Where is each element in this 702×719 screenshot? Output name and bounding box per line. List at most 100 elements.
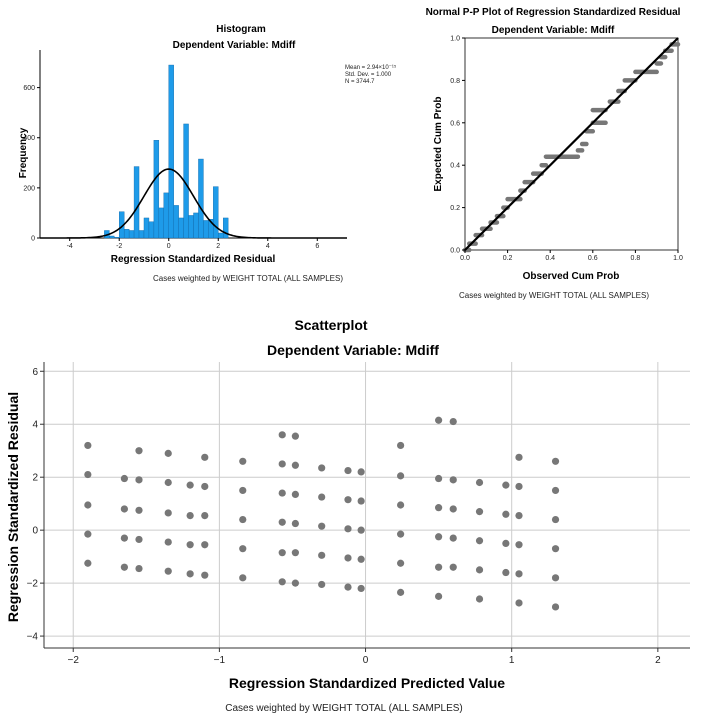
histogram-x-ticks: -4 -2 0 2 4 6 xyxy=(67,238,319,250)
histogram-x-tick-label: 6 xyxy=(315,243,319,250)
scatterplot-point xyxy=(502,568,510,577)
scatterplot-point xyxy=(120,505,128,513)
scatterplot-point xyxy=(515,541,523,549)
pp-plot-x-tick-label: 0.2 xyxy=(503,255,513,262)
scatterplot-point xyxy=(551,515,560,524)
histogram-bar xyxy=(198,158,204,239)
scatterplot-point xyxy=(186,481,194,489)
scatterplot-y-label: Regression Standardized Residual xyxy=(5,392,21,622)
scatterplot-point xyxy=(239,545,247,553)
scatterplot-point xyxy=(502,481,510,489)
scatterplot-point xyxy=(357,584,365,593)
scatterplot-point xyxy=(239,515,247,524)
scatterplot-point xyxy=(397,559,405,567)
scatterplot-x-tick-label: −1 xyxy=(214,655,226,666)
scatterplot-point xyxy=(435,504,443,512)
scatterplot-point xyxy=(357,497,365,505)
scatterplot-point xyxy=(239,457,247,465)
scatterplot-point xyxy=(84,559,92,567)
pp-plot-title: Normal P-P Plot of Regression Standardiz… xyxy=(426,7,681,18)
scatterplot-point xyxy=(135,476,143,484)
scatterplot-point xyxy=(278,549,286,557)
scatterplot-point xyxy=(164,478,172,487)
scatterplot-point xyxy=(120,563,128,571)
histogram-legend-std: Std. Dev. = 1.000 xyxy=(345,72,392,78)
scatterplot-point xyxy=(502,539,510,547)
histogram-title: Histogram xyxy=(216,24,266,35)
pp-plot-y-label: Expected Cum Prob xyxy=(433,96,444,191)
scatterplot-y-tick-label: 0 xyxy=(32,526,38,537)
scatterplot-point xyxy=(318,464,326,472)
scatterplot-point xyxy=(186,541,194,549)
scatterplot-y-tick-label: 6 xyxy=(32,367,38,378)
histogram-x-tick-label: -4 xyxy=(67,243,73,250)
scatterplot-point xyxy=(135,447,143,455)
scatterplot-footnote: Cases weighted by WEIGHT TOTAL (ALL SAMP… xyxy=(225,703,463,714)
scatterplot-point xyxy=(291,519,299,528)
scatterplot-point xyxy=(551,603,560,611)
scatterplot-point xyxy=(551,574,560,582)
scatterplot-point xyxy=(449,476,457,484)
histogram-y-label: Frequency xyxy=(18,127,29,178)
scatterplot-point xyxy=(318,493,326,501)
pp-plot-y-ticks: 0.0 0.2 0.4 0.6 0.8 1.0 xyxy=(450,36,465,255)
scatterplot-point xyxy=(357,526,365,534)
scatterplot-point xyxy=(239,486,247,495)
scatterplot-point xyxy=(449,563,457,571)
scatterplot-point xyxy=(449,505,457,513)
histogram-frame xyxy=(39,50,347,239)
histogram-bar xyxy=(153,140,160,239)
scatterplot-x-label: Regression Standardized Predicted Value xyxy=(229,675,505,691)
scatterplot-point xyxy=(515,482,523,491)
scatterplot-point xyxy=(318,551,326,559)
scatterplot-point xyxy=(120,474,128,483)
histogram-bar xyxy=(193,212,199,239)
pp-plot-y-tick-label: 0.2 xyxy=(450,205,460,212)
scatterplot-point xyxy=(475,595,484,603)
scatterplot-title: Scatterplot xyxy=(294,317,367,333)
histogram-legend-mean: Mean = 2.94×10⁻¹⁵ xyxy=(345,64,397,71)
histogram-bar xyxy=(173,205,179,239)
scatterplot-x-ticks: −2 −1 0 1 2 xyxy=(68,648,661,666)
pp-plot-x-tick-label: 0.0 xyxy=(460,255,470,262)
histogram-normal-curve xyxy=(40,168,347,239)
histogram-bar xyxy=(128,230,135,239)
scatterplot-x-tick-label: 1 xyxy=(509,655,515,666)
scatterplot-y-tick-label: −4 xyxy=(27,632,39,643)
scatterplot-point xyxy=(201,571,209,579)
scatterplot-point xyxy=(291,490,299,499)
scatterplot-x-tick-label: −2 xyxy=(68,655,80,666)
scatterplot-point xyxy=(475,478,484,487)
scatterplot-point xyxy=(502,510,510,518)
scatterplot-point xyxy=(239,574,247,582)
pp-plot-reference-line xyxy=(464,37,679,251)
scatterplot-point xyxy=(344,583,352,591)
scatterplot-point xyxy=(291,432,299,440)
pp-plot-y-tick-label: 0.8 xyxy=(450,78,460,85)
scatterplot-point xyxy=(84,470,92,479)
scatterplot-point xyxy=(278,518,286,526)
scatterplot-x-tick-label: 0 xyxy=(363,655,369,666)
scatterplot-points xyxy=(84,416,560,611)
scatterplot-point xyxy=(164,509,172,517)
scatterplot-point xyxy=(278,460,286,468)
scatterplot-point xyxy=(551,457,560,465)
histogram-bar xyxy=(218,232,224,239)
scatterplot-point xyxy=(344,466,352,475)
pp-plot-y-tick-label: 0.6 xyxy=(450,120,460,127)
scatterplot-point xyxy=(515,453,523,461)
histogram-y-tick-label: 400 xyxy=(23,135,35,142)
histogram-x-label: Regression Standardized Residual xyxy=(111,254,276,265)
pp-plot-y-tick-label: 0.0 xyxy=(450,248,460,255)
scatterplot-point xyxy=(201,541,209,549)
scatterplot-point xyxy=(357,555,365,563)
histogram-bar xyxy=(213,186,219,239)
scatterplot-point xyxy=(201,511,209,520)
pp-plot-x-tick-label: 0.8 xyxy=(631,255,641,262)
scatterplot-point xyxy=(318,580,326,589)
scatterplot-y-tick-label: 2 xyxy=(32,473,38,484)
pp-plot-frame xyxy=(464,37,679,251)
histogram-bar xyxy=(178,217,184,239)
scatterplot-point xyxy=(318,522,326,530)
